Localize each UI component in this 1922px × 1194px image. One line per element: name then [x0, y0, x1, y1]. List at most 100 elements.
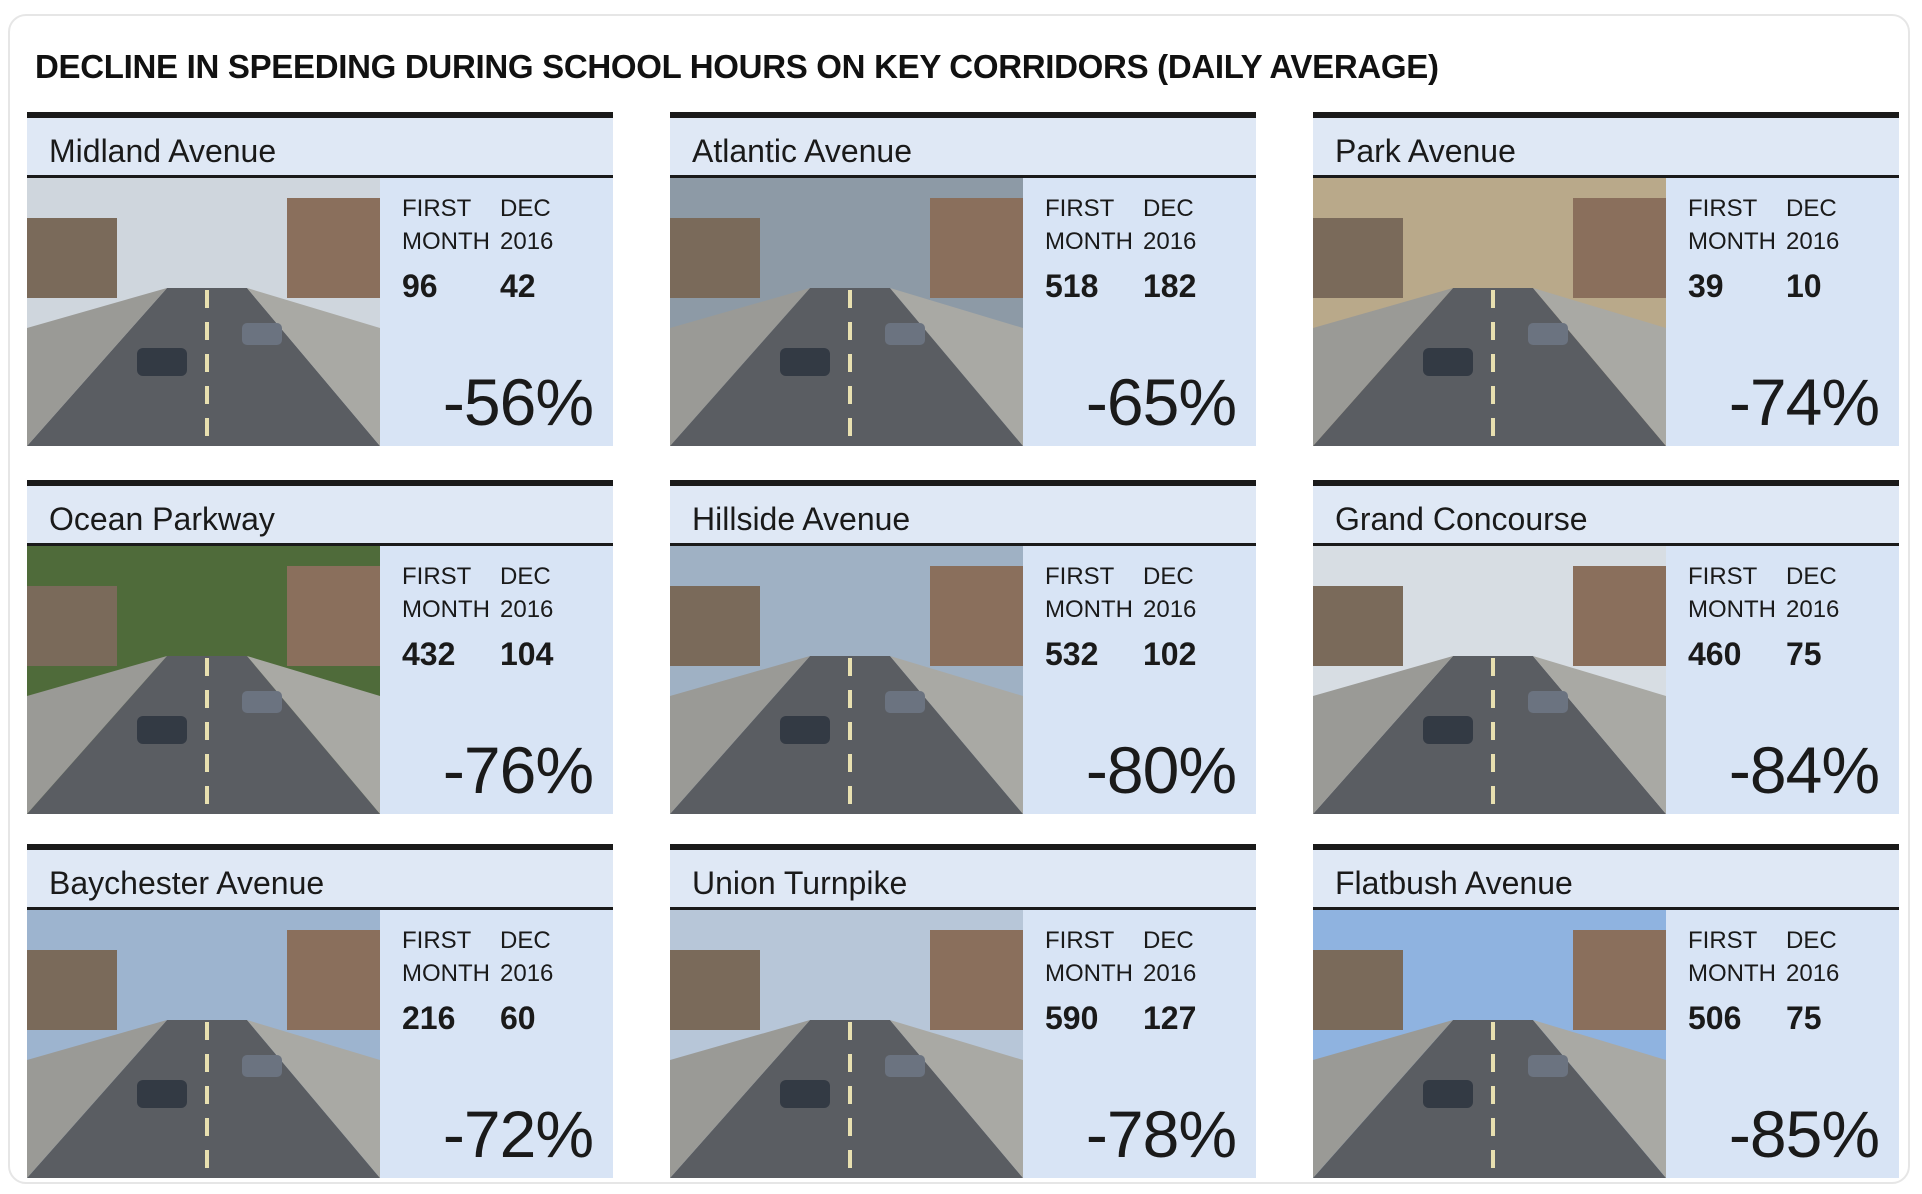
card-header: Baychester Avenue: [27, 844, 613, 910]
building: [1573, 930, 1666, 1030]
building: [1313, 218, 1403, 298]
street-photo: [27, 178, 380, 446]
car: [1423, 716, 1473, 744]
column-label: FIRST MONTH: [1045, 924, 1155, 990]
street-card: Ocean Parkway FIRST MONTHDEC 2016432104-…: [27, 480, 613, 822]
photo-illustration: [670, 546, 1023, 814]
car: [1423, 348, 1473, 376]
street-name: Union Turnpike: [692, 865, 907, 902]
building: [930, 198, 1023, 298]
first-month-value: 590: [1045, 1000, 1098, 1037]
dec-2016-value: 60: [500, 1000, 536, 1037]
percent-change: -76%: [443, 732, 593, 808]
car: [780, 1080, 830, 1108]
card-header: Midland Avenue: [27, 112, 613, 178]
street-photo: [27, 546, 380, 814]
stats-panel: FIRST MONTHDEC 2016 96 42 -56%: [380, 178, 613, 446]
building: [27, 950, 117, 1030]
building: [1573, 566, 1666, 666]
street-name: Grand Concourse: [1335, 501, 1588, 538]
column-label: DEC 2016: [1786, 192, 1866, 258]
column-label: FIRST MONTH: [402, 560, 512, 626]
building: [1313, 950, 1403, 1030]
car: [137, 1080, 187, 1108]
street-name: Hillside Avenue: [692, 501, 910, 538]
title: DECLINE IN SPEEDING DURING SCHOOL HOURS …: [35, 48, 1439, 86]
column-label: DEC 2016: [500, 560, 580, 626]
card-header: Hillside Avenue: [670, 480, 1256, 546]
column-label: FIRST MONTH: [402, 192, 512, 258]
first-month-value: 460: [1688, 636, 1741, 673]
street-name: Atlantic Avenue: [692, 133, 912, 170]
column-label: DEC 2016: [1786, 560, 1866, 626]
street-name: Flatbush Avenue: [1335, 865, 1573, 902]
column-label: DEC 2016: [500, 924, 580, 990]
column-label: FIRST MONTH: [1688, 924, 1798, 990]
building: [930, 930, 1023, 1030]
photo-illustration: [1313, 178, 1666, 446]
first-month-value: 96: [402, 268, 438, 305]
street-photo: [670, 546, 1023, 814]
building: [1313, 586, 1403, 666]
photo-illustration: [670, 178, 1023, 446]
photo-illustration: [1313, 910, 1666, 1178]
column-label: DEC 2016: [500, 192, 580, 258]
dec-2016-value: 42: [500, 268, 536, 305]
first-month-value: 532: [1045, 636, 1098, 673]
car: [242, 691, 282, 713]
photo-illustration: [27, 910, 380, 1178]
photo-illustration: [670, 910, 1023, 1178]
street-card: Hillside Avenue FIRST MONTHDEC 201653210…: [670, 480, 1256, 822]
first-month-value: 506: [1688, 1000, 1741, 1037]
first-month-value: 432: [402, 636, 455, 673]
car: [885, 323, 925, 345]
building: [27, 218, 117, 298]
column-label: FIRST MONTH: [1045, 560, 1155, 626]
infographic: DECLINE IN SPEEDING DURING SCHOOL HOURS …: [8, 14, 1910, 1184]
car: [1423, 1080, 1473, 1108]
street-photo: [670, 178, 1023, 446]
first-month-value: 39: [1688, 268, 1724, 305]
car: [885, 1055, 925, 1077]
street-photo: [1313, 178, 1666, 446]
column-label: FIRST MONTH: [1688, 560, 1798, 626]
percent-change: -56%: [443, 364, 593, 440]
building: [287, 198, 380, 298]
building: [670, 586, 760, 666]
dec-2016-value: 127: [1143, 1000, 1196, 1037]
percent-change: -78%: [1086, 1096, 1236, 1172]
street-name: Ocean Parkway: [49, 501, 275, 538]
card-header: Flatbush Avenue: [1313, 844, 1899, 910]
card-header: Ocean Parkway: [27, 480, 613, 546]
street-name: Midland Avenue: [49, 133, 276, 170]
dec-2016-value: 102: [1143, 636, 1196, 673]
photo-illustration: [27, 546, 380, 814]
dec-2016-value: 75: [1786, 1000, 1822, 1037]
car: [242, 1055, 282, 1077]
car: [1528, 691, 1568, 713]
column-label: DEC 2016: [1143, 192, 1223, 258]
building: [27, 586, 117, 666]
column-label: DEC 2016: [1786, 924, 1866, 990]
street-card: Union Turnpike FIRST MONTHDEC 2016590127…: [670, 844, 1256, 1186]
street-name: Park Avenue: [1335, 133, 1516, 170]
percent-change: -80%: [1086, 732, 1236, 808]
column-label: FIRST MONTH: [402, 924, 512, 990]
card-header: Grand Concourse: [1313, 480, 1899, 546]
dec-2016-value: 75: [1786, 636, 1822, 673]
percent-change: -85%: [1729, 1096, 1879, 1172]
percent-change: -72%: [443, 1096, 593, 1172]
percent-change: -74%: [1729, 364, 1879, 440]
street-card: Flatbush Avenue FIRST MONTHDEC 2016 506 75…: [1313, 844, 1899, 1186]
car: [780, 348, 830, 376]
building: [670, 950, 760, 1030]
